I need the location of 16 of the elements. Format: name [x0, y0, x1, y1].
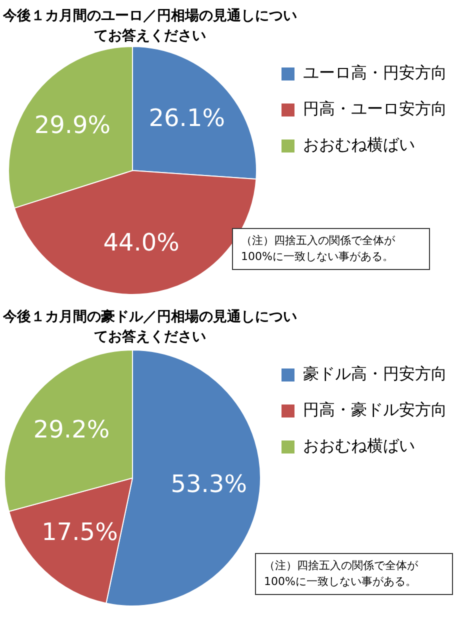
data-label: 26.1% [148, 104, 226, 132]
data-label: 17.5% [42, 518, 118, 546]
legend-label: ユーロ高・円安方向 [303, 63, 447, 82]
data-label: 44.0% [103, 228, 180, 257]
text: （注）四捨五入の関係で全体が100%に一致しない事がある。 [232, 228, 430, 270]
legend-label: 円高・ユーロ安方向 [303, 99, 447, 118]
legend-label: おおむね横ばい [303, 436, 415, 456]
legend-label: 円高・豪ドル安方向 [303, 400, 447, 420]
data-label: 29.9% [34, 110, 111, 139]
text: （注）四捨五入の関係で全体が100%に一致しない事がある。 [255, 553, 453, 595]
chart-title: 今後１カ月間の豪ドル／円相場の見通しについてお答えください [2, 308, 298, 347]
data-label: 53.3% [170, 470, 248, 498]
data-label: 29.2% [33, 416, 110, 444]
legend-label: 豪ドル高・円安方向 [303, 364, 447, 384]
legend-label: おおむね横ばい [303, 135, 415, 154]
chart-title: 今後１カ月間のユーロ／円相場の見通しについてお答えください [2, 7, 298, 46]
